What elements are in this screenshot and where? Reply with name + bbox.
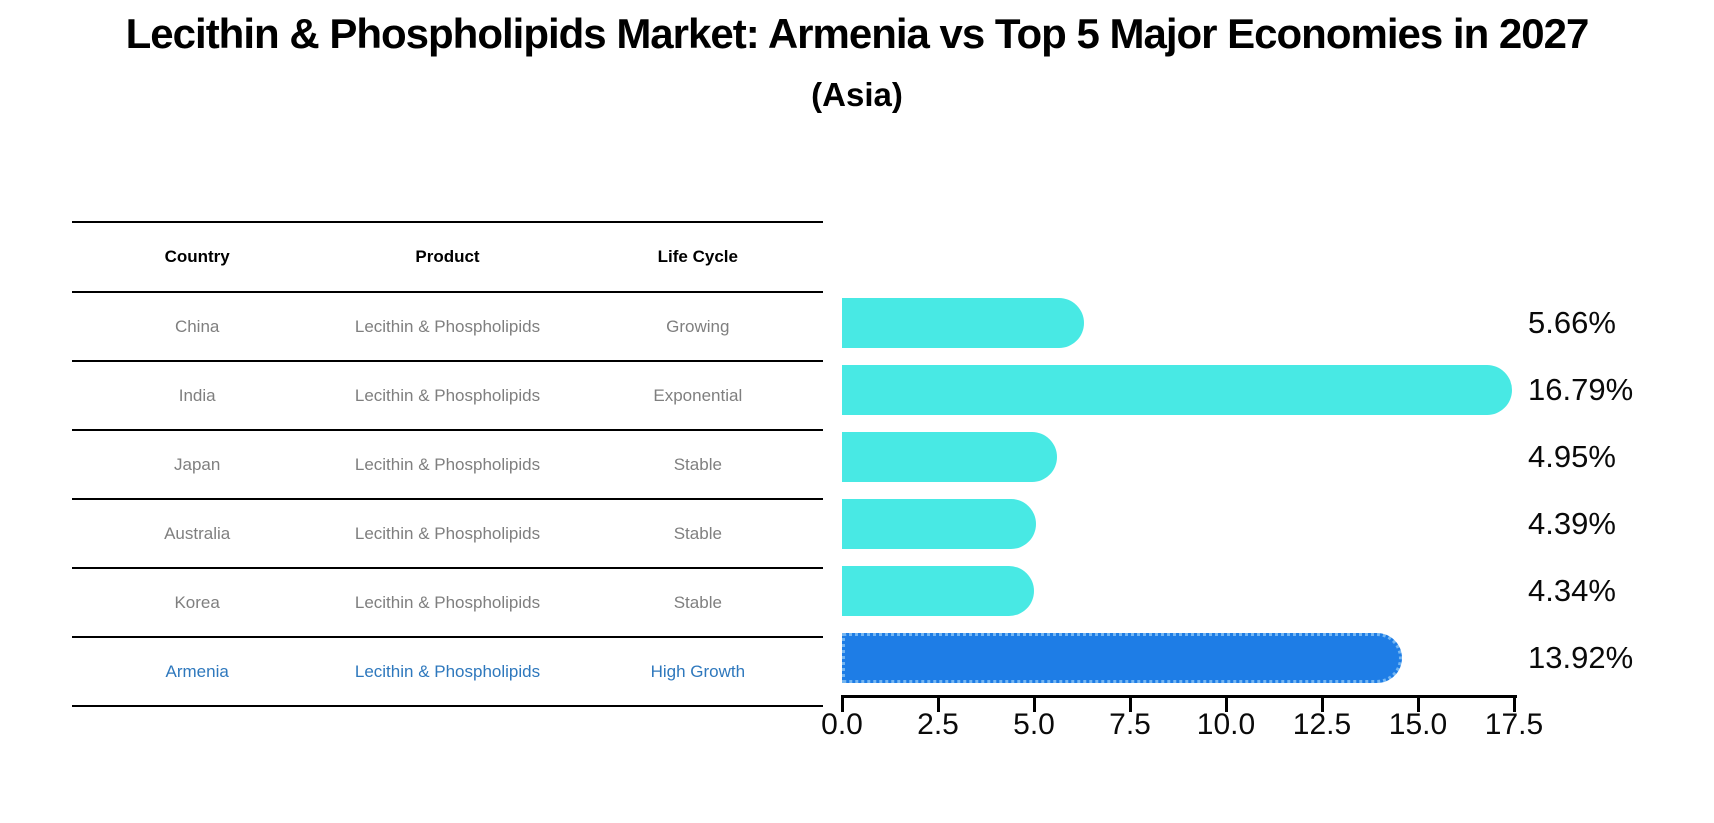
table-cell-product: Lecithin & Phospholipids (354, 523, 541, 543)
bar-japan (842, 431, 1058, 482)
bar-armenia (842, 633, 1402, 684)
table-header-row: Country Product Life Cycle (72, 223, 823, 293)
table-cell-life-cycle: Stable (673, 523, 722, 543)
table-cell-product: Lecithin & Phospholipids (354, 385, 541, 405)
country-table: Country Product Life Cycle China Lecithin & … (72, 221, 823, 707)
x-axis-tick-label: 15.0 (1388, 708, 1448, 741)
table-row-australia: Australia Lecithin & Phospholipids Stable (72, 500, 823, 569)
x-axis-tick (1320, 695, 1324, 712)
x-axis-tick-label: 10.0 (1196, 708, 1256, 741)
table-row-china: China Lecithin & Phospholipids Growing (72, 293, 823, 362)
bar-india (842, 364, 1512, 415)
bar-value-label-india: 16.79% (1528, 371, 1634, 407)
bar-value-label-japan: 4.95% (1528, 438, 1616, 474)
table-cell-country: Japan (174, 454, 221, 474)
x-axis-tick (1224, 695, 1228, 712)
x-axis-spine (842, 695, 1517, 698)
table-cell-product: Lecithin & Phospholipids (354, 592, 541, 612)
table-header-cell: Country (164, 247, 230, 266)
bar-value-label-korea: 4.34% (1528, 573, 1616, 609)
chart-subtitle: (Asia) (811, 76, 903, 113)
x-axis-tick-label: 7.5 (1109, 708, 1151, 741)
table-cell-country: Korea (174, 592, 220, 612)
bar-china (842, 297, 1085, 348)
x-axis-tick (1512, 695, 1516, 712)
bar-value-label-armenia: 13.92% (1528, 640, 1634, 676)
bar-korea (842, 566, 1034, 617)
table-cell-country: Armenia (165, 661, 229, 681)
x-axis-tick-label: 5.0 (1013, 708, 1055, 741)
x-axis-tick-label: 0.0 (821, 708, 863, 741)
table-cell-life-cycle: Stable (673, 454, 722, 474)
table-cell-life-cycle: Stable (673, 592, 722, 612)
table-cell-country: India (178, 385, 216, 405)
table-cell-country: Australia (164, 523, 231, 543)
bar-value-label-australia: 4.39% (1528, 506, 1616, 541)
table-row-japan: Japan Lecithin & Phospholipids Stable (72, 431, 823, 500)
table-row-korea: Korea Lecithin & Phospholipids Stable (72, 569, 823, 638)
x-axis-tick (1416, 695, 1420, 712)
x-axis-tick-label: 2.5 (917, 708, 959, 741)
x-axis-tick (1032, 695, 1036, 712)
x-axis-tick-label: 12.5 (1292, 708, 1352, 741)
bar-value-label-china: 5.66% (1528, 304, 1616, 340)
x-axis-tick (936, 695, 940, 712)
x-axis-tick (1128, 695, 1132, 712)
table-cell-life-cycle: Growing (666, 316, 730, 336)
x-axis-tick-label: 17.5 (1484, 708, 1544, 741)
bar-australia (842, 499, 1036, 549)
x-axis-tick (840, 695, 844, 712)
table-header-cell: Life Cycle (657, 247, 738, 266)
table-header-cell: Product (415, 247, 480, 266)
table-cell-life-cycle: Exponential (653, 385, 743, 405)
table-cell-country: China (174, 316, 220, 336)
table-cell-life-cycle: High Growth (650, 661, 746, 681)
table-cell-product: Lecithin & Phospholipids (354, 316, 541, 336)
table-cell-product: Lecithin & Phospholipids (354, 661, 541, 681)
table-cell-product: Lecithin & Phospholipids (354, 454, 541, 474)
table-row-armenia: Armenia Lecithin & Phospholipids High Grow… (72, 638, 823, 707)
chart-title: Lecithin & Phospholipids Market: Armenia… (125, 10, 1590, 57)
table-row-india: India Lecithin & Phospholipids Exponential (72, 362, 823, 431)
